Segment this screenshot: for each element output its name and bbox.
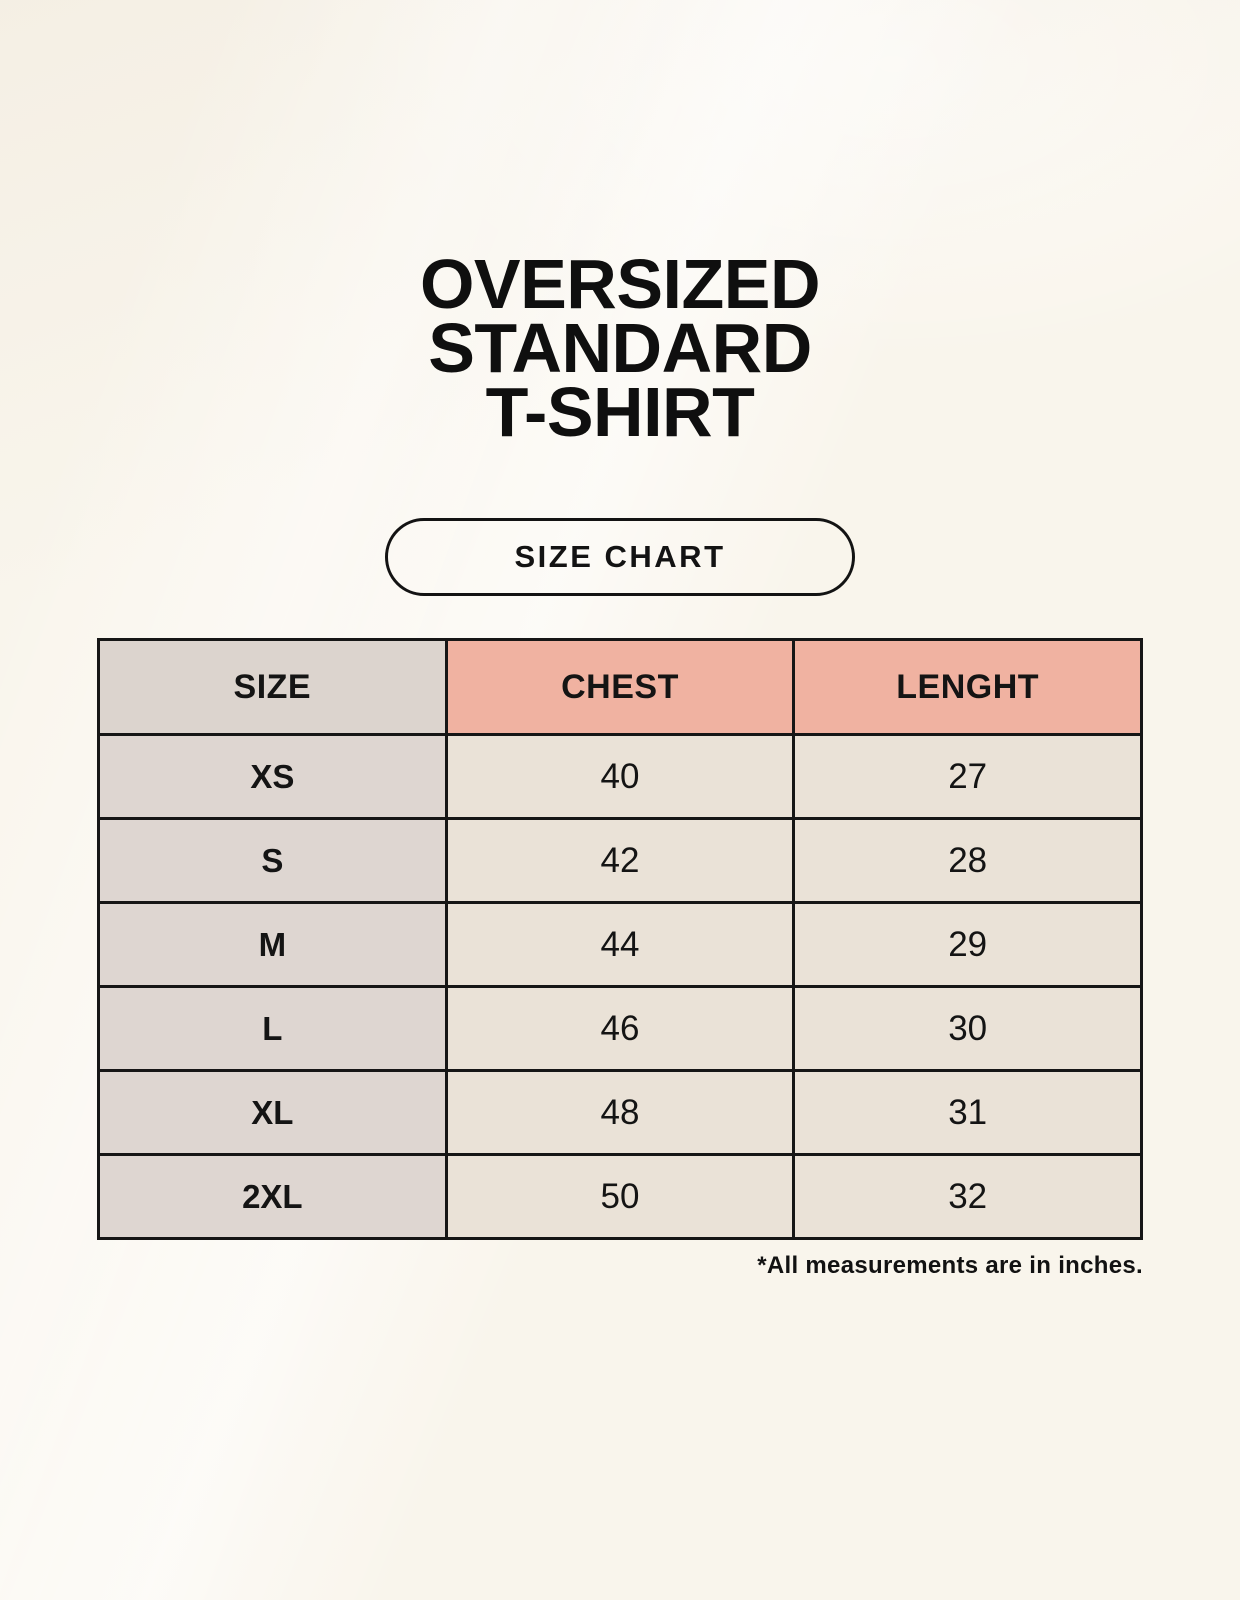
cell-size: XS <box>97 733 448 820</box>
table-row: M 44 29 <box>97 901 1143 988</box>
table-row: XL 48 31 <box>97 1069 1143 1156</box>
header-row: SIZE CHEST LENGHT <box>97 638 1143 736</box>
cell-length: 31 <box>792 1069 1143 1156</box>
product-title-line-1: OVERSIZED <box>419 245 821 323</box>
size-chart-button[interactable]: SIZE CHART <box>385 518 855 596</box>
cell-chest: 46 <box>444 985 796 1072</box>
cell-length: 32 <box>792 1153 1143 1240</box>
measurements-footnote: *All measurements are in inches. <box>757 1252 1143 1279</box>
size-chart-table: SIZE CHEST LENGHT XS 40 27 S 42 28 M 44 … <box>97 638 1143 1240</box>
cell-length: 27 <box>792 733 1143 820</box>
table-row: 2XL 50 32 <box>97 1153 1143 1240</box>
product-title-line-2: STANDARD <box>428 309 812 387</box>
cell-size: L <box>97 985 448 1072</box>
header-cell-size: SIZE <box>97 638 448 736</box>
header-cell-chest: CHEST <box>444 638 796 736</box>
table-row: XS 40 27 <box>97 733 1143 820</box>
header-cell-length: LENGHT <box>792 638 1143 736</box>
table-row: S 42 28 <box>97 817 1143 904</box>
cell-size: 2XL <box>97 1153 448 1240</box>
product-title-line-3: T-SHIRT <box>485 373 755 451</box>
cell-chest: 48 <box>444 1069 796 1156</box>
cell-chest: 44 <box>444 901 796 988</box>
cell-size: XL <box>97 1069 448 1156</box>
cell-chest: 50 <box>444 1153 796 1240</box>
product-title: OVERSIZED STANDARD T-SHIRT <box>0 0 1240 451</box>
cell-length: 29 <box>792 901 1143 988</box>
cell-length: 28 <box>792 817 1143 904</box>
size-chart-table-header: SIZE CHEST LENGHT <box>97 638 1143 736</box>
size-chart-button-label: SIZE CHART <box>514 539 726 574</box>
cell-length: 30 <box>792 985 1143 1072</box>
cell-size: S <box>97 817 448 904</box>
table-row: L 46 30 <box>97 985 1143 1072</box>
cell-chest: 42 <box>444 817 796 904</box>
cell-chest: 40 <box>444 733 796 820</box>
cell-size: M <box>97 901 448 988</box>
